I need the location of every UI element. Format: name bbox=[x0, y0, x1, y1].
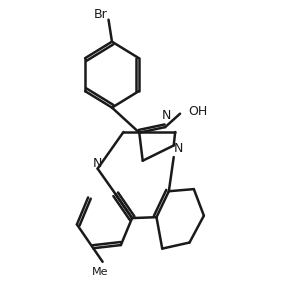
Text: N: N bbox=[174, 142, 183, 155]
Text: Br: Br bbox=[94, 8, 107, 21]
Text: N: N bbox=[93, 157, 102, 170]
Text: N: N bbox=[162, 109, 171, 122]
Text: Me: Me bbox=[92, 267, 108, 277]
Text: OH: OH bbox=[188, 105, 207, 118]
